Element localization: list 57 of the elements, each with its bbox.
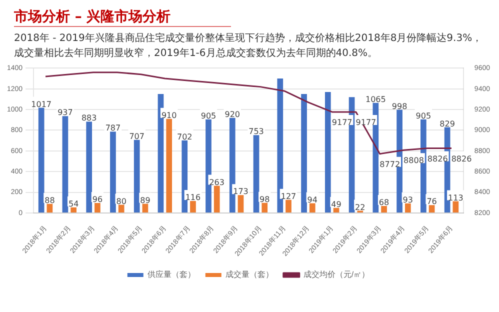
- data-label: 8772: [380, 160, 400, 169]
- data-label: 1017: [31, 100, 52, 109]
- data-label: 8826: [427, 154, 448, 164]
- data-label: 920: [224, 110, 240, 119]
- legend-label: 成交量（套）: [225, 270, 274, 280]
- data-label: 93: [402, 195, 413, 204]
- bar: [118, 204, 124, 212]
- bar: [70, 207, 76, 212]
- data-label: 113: [448, 193, 464, 202]
- data-label: 80: [116, 196, 126, 206]
- legend-label: 成交均价（元/㎡）: [303, 270, 370, 280]
- data-label: 76: [426, 197, 437, 206]
- text: 成交量相比去年同期明显收窄，2019年1-6月总成交套数仅为去年同期的40.8%。: [14, 46, 379, 61]
- data-label: 8808: [404, 156, 424, 166]
- bar: [301, 94, 307, 212]
- data-label: 116: [185, 193, 201, 202]
- bar: [110, 132, 116, 212]
- text: 2018年 - 2019年兴隆县商品住宅成交量价整体呈现下行趋势，成交价格相比2018年8月份降幅达9.3%，: [14, 32, 484, 46]
- data-label: 787: [105, 124, 121, 133]
- data-label: 173: [233, 187, 248, 196]
- data-label: 98: [260, 194, 270, 204]
- bar: [214, 186, 220, 212]
- bar: [333, 208, 340, 212]
- bar: [206, 119, 212, 212]
- data-label: 9177: [356, 118, 376, 128]
- bar: [428, 205, 435, 212]
- data-label: 89: [140, 196, 150, 205]
- data-label: 707: [129, 132, 144, 141]
- bar: [134, 140, 140, 212]
- data-label: 937: [58, 108, 73, 118]
- bar: [38, 108, 44, 212]
- bar: [324, 92, 331, 212]
- data-label: 753: [248, 127, 264, 136]
- data-label: 49: [331, 200, 342, 209]
- data-label: 905: [200, 111, 216, 120]
- data-label: 263: [209, 178, 224, 187]
- data-label: 127: [280, 192, 296, 201]
- data-label: 883: [81, 114, 97, 123]
- data-label: 702: [176, 132, 192, 142]
- bar: [381, 206, 387, 212]
- bar: [62, 116, 68, 212]
- data-label: 88: [44, 196, 55, 205]
- data-label: 22: [355, 202, 366, 212]
- data-label: 910: [161, 110, 177, 120]
- legend-label: 供应量（套）: [147, 270, 196, 280]
- data-label: 8826: [451, 154, 472, 164]
- data-label: 998: [392, 102, 408, 111]
- data-label: 9177: [332, 118, 352, 128]
- data-label: 68: [378, 198, 390, 208]
- data-label: 96: [92, 195, 103, 204]
- bar: [253, 135, 260, 212]
- data-label: 905: [416, 111, 432, 120]
- data-label: 94: [307, 195, 318, 204]
- chart-title: 市场分析 – 兴隆市场分析: [14, 8, 231, 27]
- data-label: 1065: [365, 94, 386, 104]
- data-label: 54: [68, 199, 79, 208]
- data-label: 829: [440, 119, 455, 128]
